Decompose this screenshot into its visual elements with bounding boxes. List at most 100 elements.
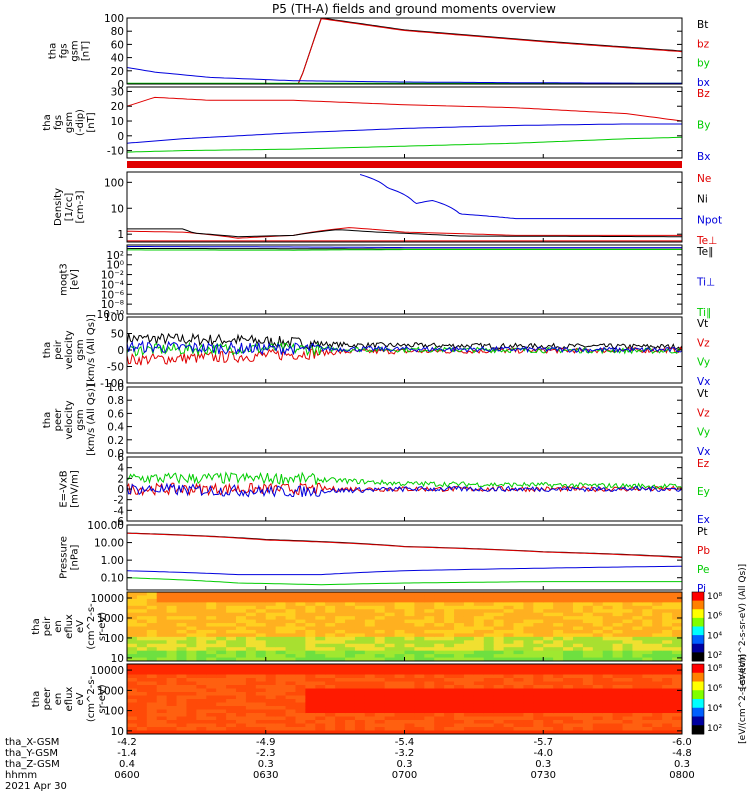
y-tick-label: 50: [111, 329, 124, 341]
x-row-value: 0730: [531, 770, 556, 781]
y-tick-label: 10²: [106, 250, 124, 262]
panel-pressure: 0.10 1.00 10.00 100.00 Pressure [nPa] Pt Pb Pe Pi: [59, 520, 711, 595]
colorbar-band: [692, 681, 704, 691]
colorbar-tick-label: 10²: [707, 724, 722, 734]
y-tick-label: 0.6: [107, 408, 124, 420]
y-axis-label: eV: [75, 692, 86, 705]
y-tick-label: 100: [104, 706, 124, 718]
series-line-Pe: [127, 577, 682, 586]
x-row-value: -2.3: [256, 748, 276, 759]
y-tick-label: 1.0: [107, 382, 124, 394]
y-tick-label: 10: [111, 653, 124, 665]
legend-label-Bt: Bt: [697, 19, 708, 31]
colorbar-label: [eV/(cm^2-s-sr-eV) (All Qs)]: [738, 564, 748, 689]
x-row-value: 0.3: [258, 759, 274, 770]
colorbar-tick-label: 10⁶: [707, 684, 722, 694]
x-row-label: tha_Y-GSM: [5, 748, 58, 759]
y-tick-label: 0: [117, 484, 124, 496]
y-tick-label: 100: [104, 633, 124, 645]
y-tick-label: 0.8: [107, 395, 124, 407]
y-tick-label: 10: [111, 726, 124, 738]
y-axis-label: peir: [42, 616, 53, 636]
y-tick-label: 10⁻⁸: [101, 299, 124, 311]
legend-label-Te⊥: Te⊥: [696, 235, 717, 247]
y-tick-label: 10⁻¹⁰: [97, 309, 124, 321]
x-row-value: 0.3: [535, 759, 551, 770]
colorbar-band: [692, 609, 704, 619]
x-row-value: -1.4: [117, 748, 137, 759]
legend-label-Vz: Vz: [697, 337, 710, 349]
y-axis-label: tha: [48, 43, 59, 59]
y-tick-label: 100: [104, 312, 124, 324]
legend-label-by: by: [697, 58, 710, 70]
legend-label-Ex: Ex: [697, 514, 710, 526]
y-tick-label: 10.00: [94, 538, 124, 550]
legend-label-Vx: Vx: [697, 376, 710, 388]
y-axis-label: [mV/m]: [70, 470, 81, 508]
x-row-value: -5.7: [533, 737, 553, 748]
y-axis-label: tha: [31, 618, 42, 634]
legend-label-Bx: Bx: [697, 151, 710, 163]
y-axis-label: peer: [42, 687, 53, 711]
x-row-value: 0.4: [119, 759, 135, 770]
y-tick-label: 30: [111, 86, 124, 98]
y-axis-label: Density: [53, 188, 64, 226]
x-row-value: -5.4: [395, 737, 415, 748]
y-tick-label: 10⁰: [106, 260, 124, 272]
y-axis-label: velocity: [64, 400, 75, 439]
series-line-Pb: [127, 532, 682, 559]
series-line-Ni: [127, 228, 682, 238]
colorbar-band: [692, 664, 704, 674]
colorbar-tick-label: 10⁶: [707, 612, 722, 622]
y-tick-label: 0.10: [101, 573, 124, 585]
x-row-label: tha_X-GSM: [5, 737, 59, 748]
y-axis-label: [eV]: [70, 269, 81, 290]
colorbar-tick-label: 10⁴: [707, 704, 722, 714]
legend-label-Pe: Pe: [697, 564, 709, 576]
y-tick-label: 10: [111, 116, 124, 128]
y-tick-label: 100: [104, 177, 124, 189]
panel-peir-eflux: 10² 10⁴ 10⁶ 10⁸ [eV/(cm^2-s-sr-eV) (All Qs)]…: [31, 564, 748, 689]
series-line-Ex: [127, 482, 682, 498]
x-row-label: tha_Z-GSM: [5, 759, 60, 770]
panel-frame: [126, 524, 683, 591]
y-tick-label: 1000: [97, 685, 124, 697]
legend-label-bz: bz: [697, 38, 710, 50]
y-axis-label: (cm^2-s-: [86, 675, 97, 722]
series-line-bz: [127, 18, 682, 84]
y-tick-label: 1: [117, 229, 124, 241]
colorbar-band: [692, 652, 704, 662]
y-tick-label: 40: [111, 53, 124, 65]
legend-label-Ey: Ey: [697, 486, 710, 498]
x-row-value: -6.0: [672, 737, 692, 748]
panel-density: 1 10 100 Density [1/cc] [cm-3] Ne Ni Npot Te⊥: [53, 171, 722, 247]
y-axis-label: moqt3: [59, 263, 70, 296]
panel-peer-eflux: 10² 10⁴ 10⁶ 10⁸ [eV/(cm^2-s-sr-eV)] 10 100 1000…: [31, 654, 748, 744]
colorbar-band: [692, 600, 704, 610]
colorbar-band: [692, 707, 704, 717]
y-axis-label: eflux: [64, 687, 75, 712]
x-row-label: hhmm: [5, 770, 37, 781]
legend-label-Vz: Vz: [697, 407, 710, 419]
legend-label-Vt: Vt: [697, 318, 708, 330]
x-row-value: 0630: [253, 770, 278, 781]
series-group: [127, 18, 682, 84]
y-axis-label: eflux: [64, 614, 75, 639]
y-tick-label: 0: [117, 345, 124, 357]
colorbar-tick-label: 10⁸: [707, 592, 722, 602]
series-line-Ne: [127, 227, 682, 239]
y-axis-label: sr-eV): [97, 612, 108, 641]
y-axis-label: gsm: [64, 112, 75, 133]
series-group: [127, 246, 682, 251]
series-line-Npot: [359, 174, 682, 220]
y-axis-label: fgs: [59, 43, 70, 58]
y-axis-label: eV: [75, 620, 86, 633]
colorbar-tick-label: 10⁸: [707, 664, 722, 674]
y-axis-label: peir: [53, 339, 64, 359]
series-line-Ti⊥: [127, 246, 682, 249]
y-tick-label: 6: [117, 452, 124, 464]
panel-frame: [126, 386, 683, 454]
x-row-value: -4.8: [672, 748, 692, 759]
y-tick-label: 100.00: [87, 520, 124, 532]
